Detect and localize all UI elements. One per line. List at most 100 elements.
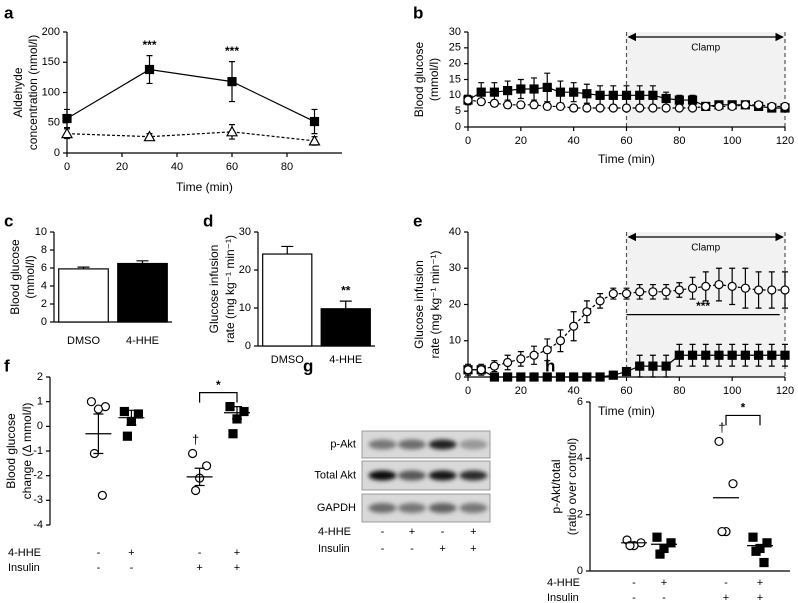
circle-marker: [717, 526, 727, 537]
blot-band: [368, 503, 397, 513]
y-axis-label: Glucose infusion: [207, 245, 221, 334]
y-tick-label: -4: [33, 519, 43, 531]
square-marker: [661, 93, 671, 104]
row-sign: -: [632, 577, 636, 589]
x-tick-label: 0: [465, 385, 471, 397]
y-tick-label: 2: [577, 509, 583, 521]
square-marker: [227, 77, 237, 87]
circle-marker: [97, 490, 108, 500]
x-tick-label: 40: [568, 385, 580, 397]
x-tick-label: 0: [465, 135, 471, 147]
error-bar: [93, 413, 104, 455]
y-tick-label: 20: [239, 264, 251, 276]
y-axis-label: (mmol/l): [23, 255, 37, 298]
circle-marker: [728, 479, 738, 489]
y-tick-label: 10: [449, 89, 461, 101]
circle-marker: [463, 95, 473, 105]
blot-band: [397, 470, 426, 481]
y-tick-label: 25: [449, 42, 461, 54]
row-sign: -: [441, 526, 445, 538]
square-marker: [740, 350, 750, 360]
circle-marker: [555, 336, 566, 346]
row-sign: -: [97, 562, 101, 574]
circle-marker: [661, 287, 671, 297]
significance: *: [216, 378, 221, 392]
circle-marker: [542, 101, 552, 112]
band-label: Total Akt: [314, 469, 356, 481]
circle-marker: [780, 285, 790, 295]
x-axis-label: Time (min): [598, 152, 655, 166]
y-tick-label: 200: [42, 26, 60, 38]
x-tick-label: 0: [64, 161, 70, 173]
circle-marker: [516, 354, 526, 364]
y-tick-label: 15: [449, 73, 461, 85]
row-sign: +: [196, 562, 202, 574]
circle-marker: [661, 103, 671, 113]
circle-marker: [727, 281, 737, 291]
circle-marker: [555, 101, 566, 112]
y-tick-label: 6: [577, 396, 583, 408]
circle-marker: [489, 361, 500, 371]
blot-band: [368, 470, 397, 481]
dagger: †: [718, 420, 725, 435]
circle-marker: [463, 365, 473, 375]
y-axis-label: rate (mg kg⁻¹ min⁻¹): [428, 250, 442, 358]
y-tick-label: 100: [42, 86, 60, 98]
circle-marker: [476, 365, 486, 375]
band-label: p-Akt: [330, 438, 356, 450]
circle-marker: [701, 101, 711, 112]
x-tick-label: 40: [171, 161, 183, 173]
square-marker: [555, 372, 566, 382]
square-marker: [555, 87, 566, 97]
x-tick-label: 20: [515, 135, 527, 147]
circle-marker: [93, 404, 104, 414]
panel-letter: e: [413, 211, 422, 230]
series-line: [66, 131, 315, 142]
circle-marker: [714, 101, 724, 112]
square-marker: [529, 84, 539, 94]
circle-marker: [621, 103, 632, 113]
row-sign: -: [632, 592, 636, 603]
square-marker: [608, 370, 618, 380]
x-tick-label: DMSO: [271, 354, 304, 366]
circle-marker: [595, 103, 605, 113]
circle-marker: [489, 98, 500, 108]
square-marker: [489, 372, 500, 382]
square-marker: [748, 532, 758, 542]
blot-band: [368, 439, 397, 450]
x-tick-label: 100: [723, 385, 741, 397]
y-tick-label: 0: [577, 565, 583, 577]
circle-marker: [674, 103, 684, 113]
circle-marker: [701, 281, 711, 291]
square-marker: [516, 372, 526, 382]
circle-marker: [503, 357, 513, 368]
significance: **: [341, 283, 351, 297]
circle-marker: [753, 285, 764, 295]
significance: ***: [225, 44, 239, 58]
square-marker: [687, 95, 698, 105]
circle-marker: [648, 103, 658, 113]
circle-marker: [714, 279, 724, 290]
significance: ***: [142, 38, 156, 52]
circle-marker: [516, 100, 526, 110]
row-label: Insulin: [547, 592, 579, 603]
square-marker: [489, 87, 500, 97]
square-marker: [133, 409, 143, 419]
bar: [262, 253, 313, 347]
y-tick-label: -2: [33, 470, 43, 482]
y-tick-label: 6: [41, 262, 47, 274]
square-marker: [648, 90, 658, 100]
square-marker: [582, 372, 592, 382]
x-tick-label: 100: [723, 135, 741, 147]
circle-marker: [674, 285, 684, 295]
x-tick-label: 80: [673, 135, 685, 147]
triangle-marker: [143, 130, 156, 142]
panel-letter: b: [413, 3, 423, 22]
circle-marker: [582, 103, 592, 113]
triangle-marker: [225, 125, 239, 137]
square-marker: [762, 538, 772, 548]
circle-marker: [529, 100, 539, 110]
y-tick-label: 4: [577, 452, 583, 464]
y-axis-label: (mmol/l): [427, 58, 441, 101]
circle-marker: [740, 100, 750, 110]
